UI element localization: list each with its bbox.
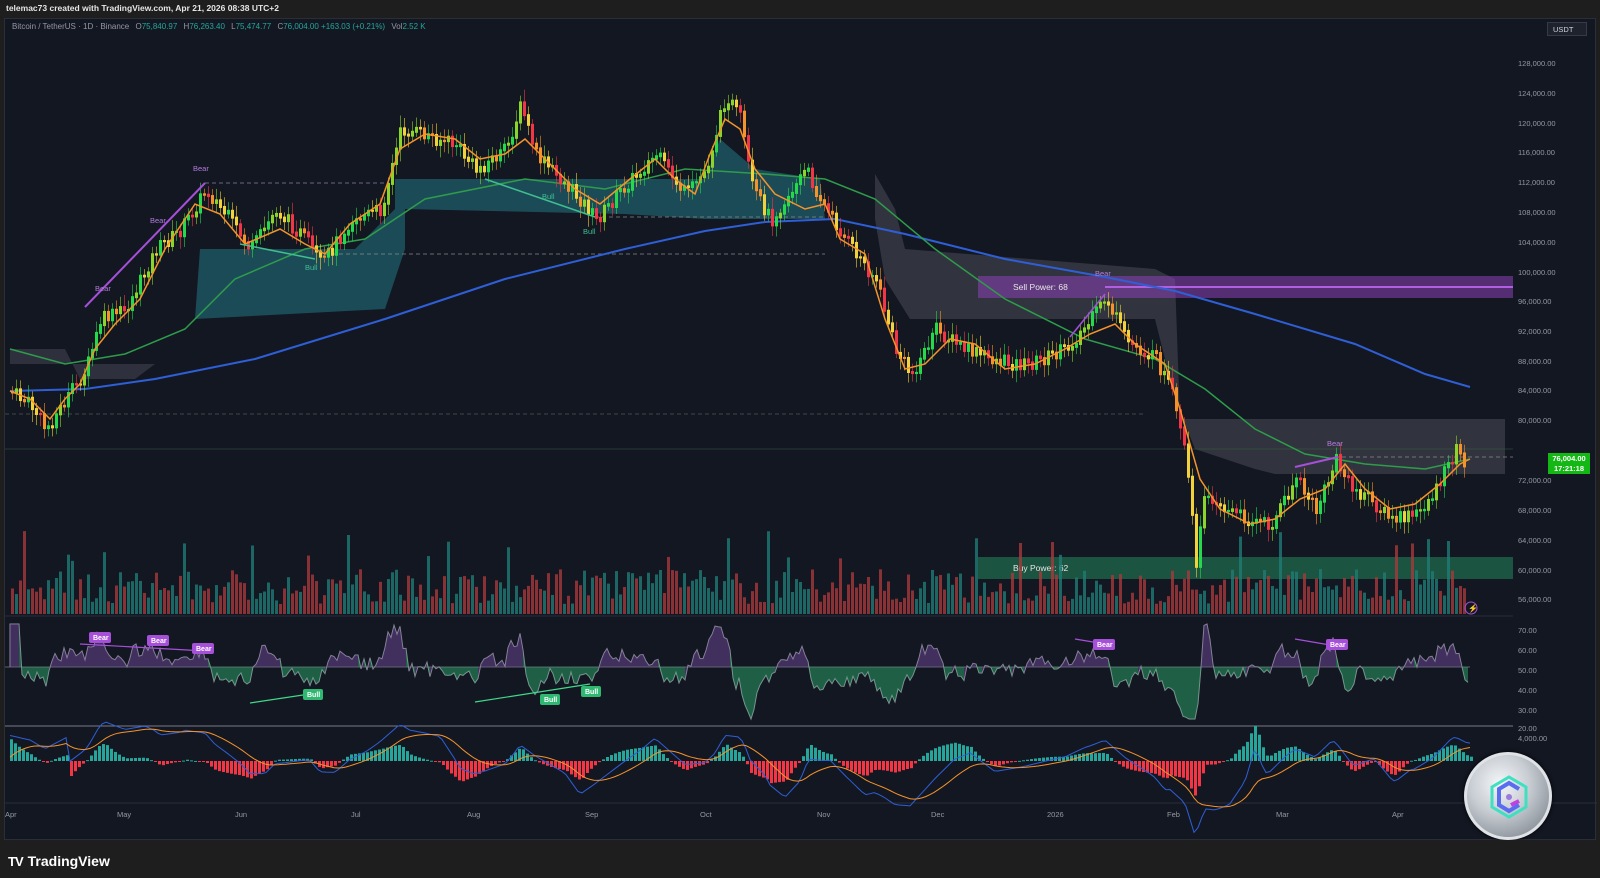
open-value: 75,840.97 <box>141 22 178 31</box>
time-axis[interactable]: Apr May Jun Jul Aug Sep Oct Nov Dec 2026… <box>5 810 1404 819</box>
close-value: 76,004.00 <box>283 22 319 31</box>
svg-text:128,000.00: 128,000.00 <box>1518 59 1556 68</box>
buy-power-zone <box>978 557 1513 579</box>
macd-signal-line <box>9 728 1471 808</box>
svg-text:Feb: Feb <box>1167 810 1180 819</box>
svg-text:70.00: 70.00 <box>1518 626 1537 635</box>
svg-text:Bear: Bear <box>1097 642 1113 649</box>
svg-text:Aug: Aug <box>467 810 480 819</box>
svg-text:120,000.00: 120,000.00 <box>1518 119 1556 128</box>
svg-text:40.00: 40.00 <box>1518 686 1537 695</box>
svg-text:Bull: Bull <box>307 692 320 699</box>
symbol-name: Bitcoin / TetherUS · 1D · Binance <box>12 22 130 31</box>
svg-text:20.00: 20.00 <box>1518 724 1537 733</box>
chart-canvas[interactable]: Sell Power: 68 Buy Power: 62 Bear Bear B… <box>5 19 1597 841</box>
svg-text:Bear: Bear <box>196 646 212 653</box>
footer-bar: TV TradingView <box>0 840 1600 878</box>
ema-fast-line <box>9 117 1471 525</box>
svg-text:Jul: Jul <box>351 810 361 819</box>
tradingview-mark-icon: TV <box>8 853 24 869</box>
rsi-divergence-labels: Bear Bear Bear Bull Bull Bull Bear Bear <box>79 632 1348 705</box>
svg-text:104,000.00: 104,000.00 <box>1518 238 1556 247</box>
rsi-axis[interactable]: 70.00 60.00 50.00 40.00 30.00 20.00 <box>1518 626 1537 733</box>
svg-text:⚡: ⚡ <box>1468 603 1478 613</box>
svg-text:68,000.00: 68,000.00 <box>1518 506 1551 515</box>
svg-text:108,000.00: 108,000.00 <box>1518 208 1556 217</box>
ichimoku-cloud-gray <box>875 174 1505 474</box>
svg-text:84,000.00: 84,000.00 <box>1518 386 1551 395</box>
ema-slow-line <box>9 217 1471 392</box>
svg-text:Bull: Bull <box>585 689 598 696</box>
svg-text:92,000.00: 92,000.00 <box>1518 327 1551 336</box>
svg-text:Bear: Bear <box>193 164 209 173</box>
watermark-coin-logo <box>1464 752 1552 840</box>
svg-text:100,000.00: 100,000.00 <box>1518 268 1556 277</box>
svg-text:Bull: Bull <box>542 192 555 201</box>
price-axis[interactable]: 128,000.00 124,000.00 120,000.00 116,000… <box>1518 59 1556 604</box>
chart-frame[interactable]: Bitcoin / TetherUS · 1D · Binance O75,84… <box>4 18 1597 841</box>
svg-text:Bear: Bear <box>93 635 109 642</box>
svg-text:Mar: Mar <box>1276 810 1289 819</box>
svg-text:Jun: Jun <box>235 810 247 819</box>
svg-text:88,000.00: 88,000.00 <box>1518 357 1551 366</box>
created-by-text: telemac73 created with TradingView.com, … <box>6 3 279 13</box>
svg-text:Apr: Apr <box>5 810 17 819</box>
ema-mid-line <box>9 168 1471 470</box>
svg-text:Bull: Bull <box>305 263 318 272</box>
svg-text:Sep: Sep <box>585 810 598 819</box>
hexagon-logo-icon <box>1490 775 1528 819</box>
svg-text:Bull: Bull <box>583 227 596 236</box>
volume-value: 2.52 K <box>402 22 426 31</box>
low-value: 75,474.77 <box>235 22 272 31</box>
svg-text:60.00: 60.00 <box>1518 646 1537 655</box>
macd-line <box>9 721 1471 834</box>
rsi-line <box>9 623 1469 721</box>
last-price-tag: 76,004.00 17:21:18 <box>1548 453 1590 474</box>
svg-text:60,000.00: 60,000.00 <box>1518 566 1551 575</box>
volume-bars <box>11 531 1466 614</box>
svg-text:72,000.00: 72,000.00 <box>1518 476 1551 485</box>
svg-text:Bear: Bear <box>95 284 111 293</box>
svg-text:Bear: Bear <box>151 638 167 645</box>
tradingview-logo[interactable]: TV TradingView <box>8 853 110 869</box>
change-value: +163.03 (+0.21%) <box>321 22 386 31</box>
svg-text:Dec: Dec <box>931 810 945 819</box>
sell-power-label: Sell Power: 68 <box>1013 282 1068 292</box>
svg-text:64,000.00: 64,000.00 <box>1518 536 1551 545</box>
svg-text:May: May <box>117 810 131 819</box>
svg-text:Nov: Nov <box>817 810 831 819</box>
svg-text:30.00: 30.00 <box>1518 706 1537 715</box>
buy-power-label: Buy Power: 62 <box>1013 563 1069 573</box>
signal-labels: Bear Bear Bear Bull Bull Bull Bear Bear <box>95 164 1343 448</box>
header-bar: telemac73 created with TradingView.com, … <box>0 0 1600 18</box>
svg-text:Oct: Oct <box>700 810 713 819</box>
svg-text:Bear: Bear <box>1330 642 1346 649</box>
svg-text:Bear: Bear <box>1327 439 1343 448</box>
svg-text:80,000.00: 80,000.00 <box>1518 416 1551 425</box>
svg-text:Bear: Bear <box>1095 269 1111 278</box>
lightning-icon[interactable] <box>1464 601 1478 615</box>
svg-text:124,000.00: 124,000.00 <box>1518 89 1556 98</box>
svg-text:96,000.00: 96,000.00 <box>1518 297 1551 306</box>
high-value: 76,263.40 <box>189 22 225 31</box>
svg-text:Bear: Bear <box>150 216 166 225</box>
macd-histogram <box>10 725 1473 796</box>
ichimoku-cloud-teal <box>195 139 825 319</box>
currency-button[interactable]: USDT <box>1547 22 1587 36</box>
svg-text:116,000.00: 116,000.00 <box>1518 148 1555 157</box>
svg-text:2026: 2026 <box>1047 810 1064 819</box>
svg-text:Apr: Apr <box>1392 810 1404 819</box>
svg-text:50.00: 50.00 <box>1518 666 1537 675</box>
svg-text:56,000.00: 56,000.00 <box>1518 595 1551 604</box>
symbol-legend: Bitcoin / TetherUS · 1D · Binance O75,84… <box>12 22 426 31</box>
macd-axis-label[interactable]: 4,000.00 <box>1518 734 1547 743</box>
svg-text:Bull: Bull <box>544 697 557 704</box>
svg-text:112,000.00: 112,000.00 <box>1518 178 1555 187</box>
